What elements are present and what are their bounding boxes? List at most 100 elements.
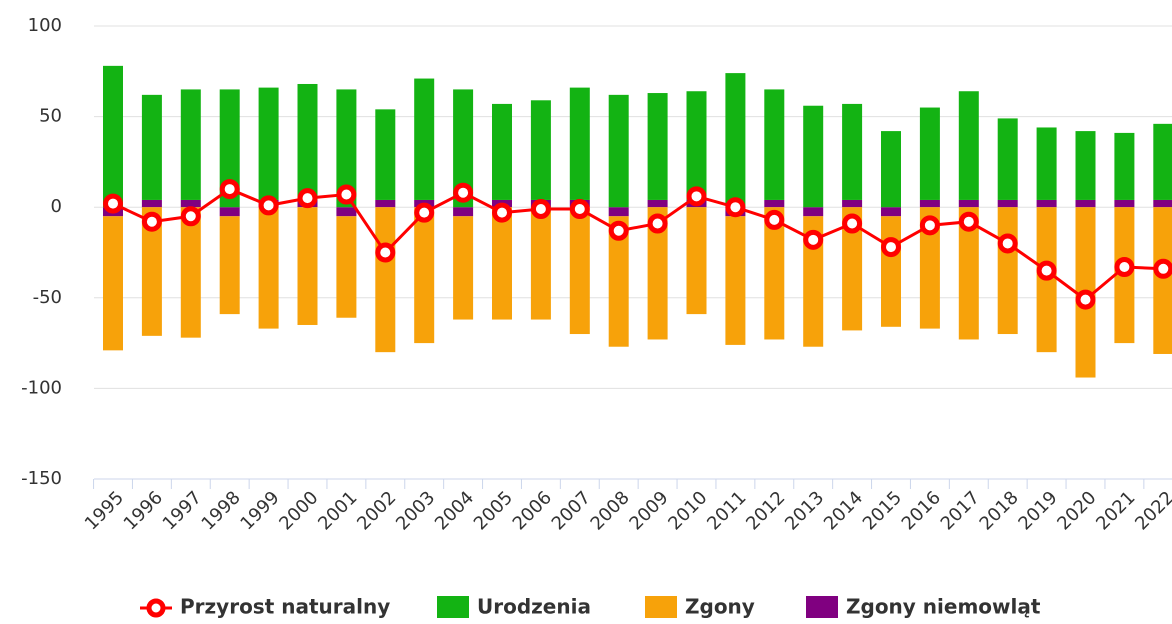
bar [958, 91, 979, 200]
x-tick-label: 2022 [1131, 487, 1172, 534]
x-tick-label: 1997 [159, 487, 206, 534]
bar [141, 199, 162, 208]
bar [919, 107, 940, 200]
bar [453, 89, 474, 208]
bar [453, 216, 474, 320]
point [336, 184, 357, 205]
x-tick-label: 2016 [898, 487, 945, 534]
bar [803, 105, 824, 208]
legend-swatch [645, 596, 677, 618]
point [141, 211, 162, 232]
bar [919, 199, 940, 208]
legend-marker [146, 598, 166, 618]
bar [180, 89, 201, 200]
bar [180, 207, 201, 338]
bar [569, 87, 590, 200]
bar [919, 207, 940, 329]
point [1075, 289, 1096, 310]
legend-label: Zgony niemowląt [846, 595, 1041, 619]
bar [842, 199, 863, 208]
point [686, 186, 707, 207]
x-tick-label: 2018 [976, 487, 1023, 534]
y-tick-label: -50 [33, 287, 62, 308]
x-tick-label: 2017 [937, 487, 984, 534]
bar [1153, 123, 1172, 200]
bar [997, 207, 1018, 335]
bar [647, 207, 668, 340]
bar [608, 207, 629, 217]
y-tick-label: -100 [21, 377, 62, 398]
bar [647, 199, 668, 208]
bar [375, 199, 396, 208]
point [1114, 256, 1135, 277]
bar [414, 78, 435, 200]
bar [297, 207, 318, 325]
bar [881, 131, 901, 208]
bar [1075, 199, 1096, 208]
bar [569, 207, 590, 335]
x-tick-label: 2007 [548, 487, 595, 534]
y-tick-label: -150 [21, 468, 62, 489]
point [997, 233, 1018, 254]
x-tick-label: 2003 [392, 487, 439, 534]
bar [375, 207, 396, 353]
x-tick-label: 2021 [1092, 487, 1139, 534]
bar [1036, 199, 1057, 208]
x-tick-label: 2019 [1014, 487, 1061, 534]
legend-swatch [806, 596, 838, 618]
x-tick-label: 1995 [81, 487, 128, 534]
x-tick-label: 2001 [314, 487, 361, 534]
point [608, 220, 629, 241]
bar [453, 207, 474, 217]
bar [336, 216, 357, 318]
bar [219, 207, 240, 217]
x-tick-label: 2010 [664, 487, 711, 534]
bar [141, 207, 162, 336]
bar [414, 207, 435, 344]
legend-swatch [437, 596, 469, 618]
bar [1114, 132, 1135, 200]
bar [647, 93, 668, 200]
point [919, 215, 940, 236]
point [803, 229, 824, 250]
bar [958, 207, 979, 340]
line [112, 187, 1164, 302]
x-tick-label: 2002 [353, 487, 400, 534]
bar [336, 207, 357, 217]
point [1036, 260, 1057, 281]
bar [958, 199, 979, 208]
bar [803, 216, 824, 347]
point [842, 213, 863, 234]
y-tick-label: 0 [51, 196, 62, 217]
x-tick-label: 2005 [470, 487, 517, 534]
bar [1036, 127, 1057, 200]
bar [258, 207, 279, 329]
bar [803, 207, 824, 217]
bar [492, 207, 512, 320]
bar [842, 103, 863, 200]
bar [1114, 199, 1135, 208]
x-tick-label: 2011 [703, 487, 750, 534]
bar [219, 216, 240, 315]
bar [997, 199, 1018, 208]
bar [336, 89, 357, 208]
x-tick-label: 2020 [1053, 487, 1100, 534]
bar [530, 100, 551, 200]
point [297, 188, 318, 209]
bar [725, 216, 746, 345]
point [647, 213, 668, 234]
x-tick-label: 1996 [120, 487, 167, 534]
x-tick-label: 2014 [820, 487, 867, 534]
bar [219, 89, 240, 208]
bar [297, 83, 318, 200]
bar [492, 103, 512, 200]
point [375, 242, 396, 263]
bar [608, 94, 629, 208]
bar [881, 216, 901, 327]
bar [1153, 207, 1172, 354]
legend-label: Przyrost naturalny [180, 595, 390, 619]
point [569, 199, 590, 220]
x-tick-label: 2015 [859, 487, 906, 534]
legend-item: Urodzenia [437, 595, 591, 619]
point [725, 197, 746, 218]
